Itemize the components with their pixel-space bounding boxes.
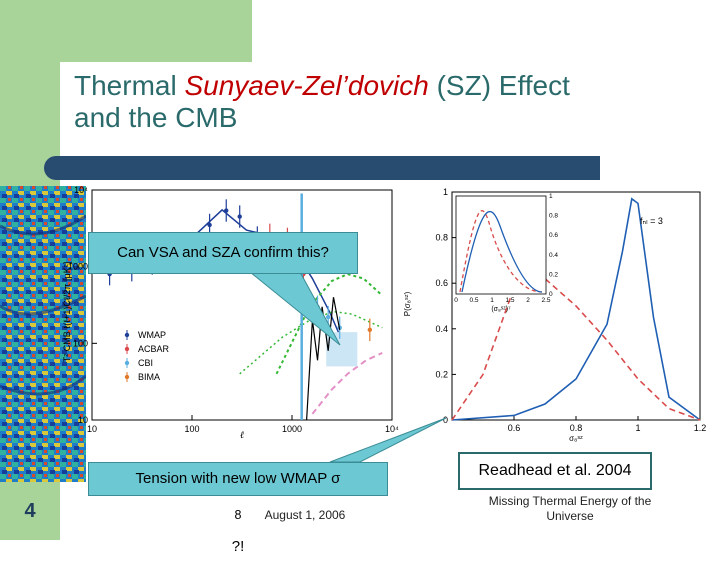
data-point <box>224 208 229 213</box>
series-dashed-line <box>451 277 701 421</box>
inset-y-tick-label: 0.2 <box>549 271 558 278</box>
x-tick-label-right: 0.8 <box>570 423 583 433</box>
y-tick-label-right: 0.6 <box>435 278 448 288</box>
data-point <box>325 314 331 320</box>
y-axis-label: T² CMB ℓ(ℓ+1)Cℓ/2π [μK²] <box>62 262 72 362</box>
data-point <box>367 327 373 333</box>
legend-label: BIMA <box>138 372 160 382</box>
x-axis-label: ℓ <box>240 430 244 441</box>
title-line2: and the CMB <box>74 102 238 133</box>
cmb-sky-map-image <box>0 186 86 482</box>
y-tick-label-right: 0 <box>443 415 448 425</box>
power-spectrum-chart: 10 100 1000 10⁴ 10 100 1000 10⁴ WMAP ACBAR CBI BIM… <box>62 185 399 441</box>
y-tick-label: 10⁴ <box>74 185 88 195</box>
x-tick-label-right: 1 <box>635 423 640 433</box>
x-tick-label: 10 <box>87 424 97 434</box>
page-number: 4 <box>24 500 36 522</box>
question-text: Can VSA and SZA confirm this? <box>117 244 329 261</box>
inset-solid-line <box>461 210 543 293</box>
slide-date: August 1, 2006 <box>264 508 346 522</box>
x-axis-label-right: σ₈ˢᶻ <box>569 434 583 443</box>
top-green-block <box>60 0 252 62</box>
y-tick-label-right: 0.2 <box>435 369 448 379</box>
inset-x-tick-label: 1.5 <box>505 297 514 304</box>
title-divider-bar <box>44 156 600 180</box>
tension-main: Tension with new low WMAP σ <box>135 470 341 487</box>
inset-x-tick-label: 2 <box>526 297 530 304</box>
tension-tail: ?! <box>231 538 245 555</box>
y-tick-label: 100 <box>73 338 88 348</box>
footer-line2: Universe <box>546 509 594 523</box>
sigma8-probability-chart: 0.6 0.8 1 1.200.20.40.60.81 0 0.5 1 1.5 2 2.500.… <box>404 187 706 443</box>
inset-frame <box>455 195 547 295</box>
title-prefix: Thermal <box>74 70 185 101</box>
inset-dashed-line <box>459 210 543 293</box>
y-tick-label: 10 <box>78 415 88 425</box>
citation-text: Readhead et al. 2004 <box>478 462 632 479</box>
inset-y-tick-label: 1 <box>549 193 553 200</box>
cbi-excess-band <box>326 332 358 367</box>
plot-frame <box>91 189 393 421</box>
inset-y-tick-label: 0.4 <box>549 252 558 259</box>
series-solid-line <box>451 197 701 421</box>
footer-title: Missing Thermal Energy of the Universe <box>470 494 670 524</box>
inset-x-tick-label: 1 <box>490 297 494 304</box>
tension-subscript: 8 <box>234 508 242 522</box>
data-point <box>315 304 320 309</box>
question-callout: Can VSA and SZA confirm this? <box>88 232 358 274</box>
footer-line1: Missing Thermal Energy of the <box>488 494 652 508</box>
inset-y-tick-label: 0 <box>549 291 553 298</box>
x-tick-label-right: 0.6 <box>508 423 521 433</box>
x-tick-label: 1000 <box>282 424 302 434</box>
data-point <box>207 222 212 228</box>
inset-y-tick-label: 0.8 <box>549 213 558 220</box>
y-tick-label: 1000 <box>68 262 88 272</box>
x-tick-label-right: 1.2 <box>694 423 706 433</box>
legend-label: WMAP <box>138 330 166 340</box>
legend-label: CBI <box>138 358 153 368</box>
y-axis-label-right: P(σ₈ˢᶻ) <box>404 291 412 316</box>
x-tick-label: 100 <box>184 424 199 434</box>
data-point <box>237 214 242 219</box>
title-accent: Sunyaev-Zel’dovich <box>184 70 429 101</box>
inset-x-tick-label: 2.5 <box>541 297 550 304</box>
fnl-annotation: fₙₗ = 3 <box>640 216 663 226</box>
legend-label: ACBAR <box>138 344 170 354</box>
x-tick-label: 10⁴ <box>385 424 399 434</box>
y-tick-label-right: 0.8 <box>435 233 448 243</box>
y-tick-label-right: 1 <box>443 187 448 197</box>
inset-x-tick-label: 0.5 <box>469 297 478 304</box>
slide-title: Thermal Sunyaev-Zel’dovich (SZ) Effect a… <box>74 70 714 134</box>
inset-y-tick-label: 0.6 <box>549 232 558 239</box>
y-tick-label-right: 0.4 <box>435 324 448 334</box>
citation-box: Readhead et al. 2004 <box>458 452 652 490</box>
title-suffix: (SZ) Effect <box>428 70 570 101</box>
inset-x-label: (σ₈ˢᶻ)⁷ <box>491 306 511 313</box>
sz-pink-curve <box>311 352 383 415</box>
tension-callout: Tension with new low WMAP σ 8 ?! <box>88 462 388 555</box>
inset-x-tick-label: 0 <box>454 297 458 304</box>
